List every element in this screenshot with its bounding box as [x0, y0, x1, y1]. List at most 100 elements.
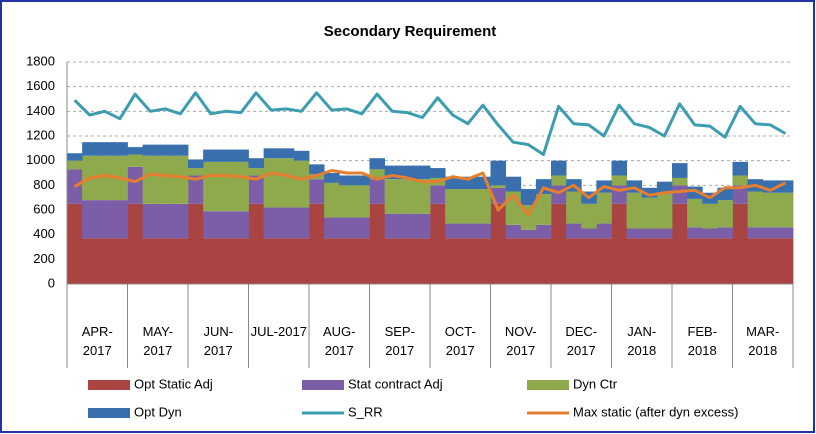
x-tick-label: MAR-2018 — [746, 324, 780, 358]
legend-label: Opt Dyn — [134, 404, 182, 419]
area-segment — [324, 217, 340, 239]
chart-title: Secondary Requirement — [324, 23, 497, 40]
area-segment — [248, 168, 265, 176]
area-segment — [248, 175, 265, 204]
x-tick-label: JUN-2017 — [203, 324, 234, 358]
area-segment — [747, 191, 764, 228]
area-segment — [702, 203, 718, 229]
legend-swatch — [88, 380, 130, 390]
area-segment — [687, 227, 703, 239]
area-segment — [203, 161, 219, 212]
area-segment — [354, 175, 370, 186]
area-segment — [747, 238, 764, 284]
area-segment — [248, 203, 265, 284]
area-segment — [596, 223, 612, 239]
x-tick-label: MAY-2017 — [142, 324, 173, 358]
area-segment — [188, 168, 204, 176]
area-segment — [172, 238, 189, 284]
x-tick-label: AUG-2017 — [323, 324, 356, 358]
area-segment — [672, 185, 688, 204]
area-segment — [399, 213, 416, 239]
area-segment — [263, 158, 280, 208]
legend-label: Dyn Ctr — [573, 376, 618, 391]
area-segment — [263, 238, 280, 284]
area-segment — [656, 238, 673, 284]
y-tick-label: 1600 — [26, 78, 55, 93]
area-segment — [445, 223, 461, 239]
area-segment — [278, 207, 295, 239]
area-segment — [551, 185, 567, 204]
area-segment — [203, 211, 219, 239]
area-segment — [263, 148, 280, 159]
area-segment — [233, 211, 249, 239]
area-segment — [218, 211, 234, 239]
area-segment — [717, 200, 733, 228]
area-segment — [339, 238, 355, 284]
area-segment — [430, 185, 446, 204]
area-segment — [142, 238, 159, 284]
area-segment — [777, 192, 794, 228]
area-segment — [475, 238, 491, 284]
area-segment — [354, 217, 370, 239]
y-tick-label: 1000 — [26, 152, 55, 167]
area-segment — [505, 176, 522, 192]
area-segment — [551, 175, 567, 186]
area-segment — [203, 238, 219, 284]
area-segment — [490, 185, 507, 188]
area-segment — [399, 238, 416, 284]
area-segment — [430, 203, 446, 284]
area-segment — [384, 213, 401, 239]
area-segment — [82, 142, 98, 156]
area-segment — [309, 179, 325, 204]
area-segment — [732, 175, 749, 186]
x-tick-label: OCT-2017 — [444, 324, 476, 358]
area-segment — [460, 223, 476, 239]
area-segment — [157, 144, 174, 156]
y-tick-label: 0 — [48, 275, 55, 290]
area-segment — [505, 224, 522, 239]
legend-swatch — [88, 408, 130, 418]
area-segment — [67, 160, 83, 170]
area-segment — [233, 161, 249, 212]
area-segment — [490, 203, 507, 284]
area-segment — [188, 203, 204, 284]
x-tick-label: APR-2017 — [81, 324, 113, 358]
area-segment — [127, 147, 144, 155]
area-segment — [596, 238, 612, 284]
area-segment — [566, 223, 582, 239]
area-segment — [127, 203, 144, 284]
area-segment — [127, 154, 144, 167]
area-segment — [414, 165, 431, 180]
legend-label: Max static (after dyn excess) — [573, 404, 738, 419]
area-segment — [142, 203, 159, 239]
area-segment — [535, 238, 552, 284]
area-segment — [82, 200, 98, 239]
area-segment — [309, 164, 325, 175]
y-tick-label: 1200 — [26, 127, 55, 142]
area-segment — [97, 155, 113, 201]
area-segment — [626, 192, 643, 229]
area-segment — [278, 238, 295, 284]
area-segment — [339, 185, 355, 218]
area-segment — [445, 189, 461, 224]
x-tick-label: NOV-2017 — [504, 324, 537, 358]
legend-label: S_RR — [348, 404, 383, 419]
area-segment — [445, 176, 461, 190]
area-segment — [672, 177, 688, 186]
area-segment — [369, 169, 386, 180]
area-segment — [702, 228, 718, 239]
area-segment — [384, 238, 401, 284]
area-segment — [626, 228, 643, 239]
area-segment — [641, 197, 658, 229]
area-segment — [732, 161, 749, 176]
y-tick-label: 200 — [33, 251, 55, 266]
area-segment — [505, 238, 522, 284]
area-segment — [157, 203, 174, 239]
area-segment — [581, 203, 597, 229]
area-segment — [490, 160, 507, 186]
area-segment — [641, 187, 658, 198]
area-segment — [732, 185, 749, 204]
area-segment — [747, 227, 764, 239]
area-segment — [551, 160, 567, 176]
